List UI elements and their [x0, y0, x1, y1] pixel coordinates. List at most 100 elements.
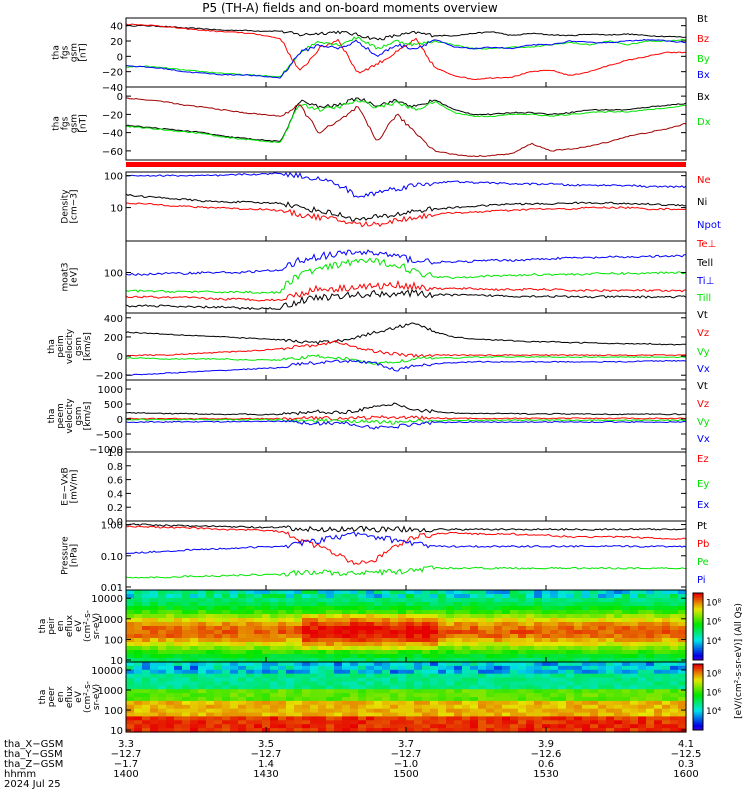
xaxis-row-1-value-1: −12.7: [251, 749, 282, 760]
xaxis-row-label-2: tha_Z−GSM: [4, 759, 63, 770]
ytick-label-peir-3: 10: [110, 656, 123, 667]
legend-peim-Vt: Vt: [697, 310, 708, 321]
panel-frame-fgs1: [125, 17, 687, 88]
colorbar-upper: [693, 593, 703, 661]
legend-efield-Ey: Ey: [697, 479, 709, 490]
legend-fgs1-Bz: Bz: [697, 34, 709, 45]
ytick-label-efield-0: 1.0: [107, 448, 123, 459]
panel-frame-temps: [125, 240, 687, 314]
ylabel-peir-4: eV: [74, 619, 84, 632]
ytick-label-efield-4: 0.2: [107, 503, 123, 514]
ytick-label-peir-0: 10000: [91, 594, 123, 605]
xaxis-row-1-value-4: −12.5: [671, 749, 702, 760]
page-title: P5 (TH-A) fields and on-board moments ov…: [202, 1, 498, 15]
ytick-label-efield-1: 0.8: [107, 462, 123, 473]
legend-fgs1-Bx: Bx: [697, 70, 710, 81]
ytick-label-efield-5: 0.0: [107, 517, 123, 528]
series-peem-Vz: [125, 415, 687, 421]
colorbar-lower-tick-0: 10⁸: [706, 669, 721, 679]
series-pressure-Pt: [125, 523, 687, 533]
ytick-label-density-1: 10: [110, 204, 123, 215]
legend-peim-Vx: Vx: [697, 364, 710, 375]
colorbar-label: [eV/(cm²-s-sr-eV)] (All Qs): [734, 603, 744, 719]
series-fgs1-Bx: [125, 38, 687, 79]
legend-peem-Vx: Vx: [697, 434, 710, 445]
ytick-label-fgs1-3: −20: [102, 68, 123, 79]
ylabel-peir-0: tha: [38, 619, 48, 634]
series-pressure-Pe: [125, 565, 687, 579]
ylabel-efield-1: [mV/m]: [70, 470, 80, 504]
ytick-label-peim-2: 0: [117, 352, 123, 363]
ylabel-pressure-0: Pressure: [61, 536, 71, 575]
legend-efield-Ez: Ez: [697, 454, 709, 465]
ylabel-peim-4: [km/s]: [83, 332, 93, 361]
series-fgs2-Bz: [125, 97, 687, 158]
legend-temps-Till: Till: [696, 293, 711, 304]
legend-efield-Ex: Ex: [697, 500, 709, 511]
series-temps-Tell: [125, 289, 687, 311]
legend-peim-Vz: Vz: [697, 328, 709, 339]
colorbar-lower-tick-1: 10⁶: [706, 688, 721, 698]
legend-peem-Vy: Vy: [697, 417, 710, 428]
spectrogram-peer: [126, 662, 687, 733]
ytick-label-fgs2-2: −40: [102, 129, 123, 140]
ylabel-peer-6: sr-eV): [92, 684, 102, 710]
series-peim-Vz: [125, 340, 687, 358]
ylabel-fgs1-0: tha: [52, 45, 62, 60]
ylabel-density-0: Density: [61, 189, 71, 224]
ylabel-peer-4: eV: [74, 690, 84, 703]
ytick-label-peer-1: 1000: [98, 686, 123, 697]
ytick-label-fgs2-1: −20: [102, 110, 123, 121]
series-peem-Vt: [126, 402, 686, 416]
ytick-label-fgs2-3: −60: [102, 147, 123, 158]
ylabel-peem-1: peem: [56, 403, 66, 429]
ylabel-temps-1: [eV]: [70, 268, 80, 287]
ytick-label-pressure-2: 0.01: [101, 583, 123, 594]
legend-density-Ne: Ne: [697, 175, 711, 186]
xaxis-row-1-value-3: −12.6: [531, 749, 562, 760]
ytick-label-peer-0: 10000: [91, 666, 123, 677]
legend-fgs2-Bz: Bz: [697, 0, 709, 3]
legend-pressure-Pt: Pt: [697, 521, 707, 532]
ylabel-peim-0: tha: [47, 339, 57, 354]
legend-temps-Tell: Tell: [696, 258, 713, 269]
legend-pressure-Pe: Pe: [697, 557, 709, 568]
xaxis-row-2-value-0: −1.7: [114, 759, 138, 770]
ylabel-efield-0: E=−VxB: [61, 467, 71, 505]
colorbar-upper-tick-2: 10⁴: [706, 637, 721, 647]
xaxis-row-0-value-3: 3.9: [538, 739, 554, 750]
xaxis-row-3-value-1: 1430: [253, 769, 278, 780]
xaxis-row-2-value-3: 0.6: [538, 759, 554, 770]
ylabel-temps-0: moat3: [61, 262, 71, 291]
ytick-label-peem-2: 0: [117, 415, 123, 426]
colorbar-lower: [693, 664, 703, 731]
legend-temps-Ti⊥: Ti⊥: [696, 276, 714, 287]
ylabel-peir-3: eflux: [65, 614, 75, 637]
ytick-label-efield-2: 0.6: [107, 476, 123, 487]
xaxis-row-2-value-1: 1.4: [258, 759, 274, 770]
ylabel-fgs2-1: fgs: [61, 116, 71, 130]
xaxis-row-0-value-4: 4.1: [678, 739, 694, 750]
ylabel-peem-2: velocity: [65, 398, 75, 434]
ytick-label-peer-3: 10: [110, 726, 123, 737]
xaxis-row-2-value-2: −1.0: [394, 759, 418, 770]
series-fgs1-Bt: [125, 24, 687, 41]
ytick-label-fgs1-2: 0: [117, 52, 123, 63]
xaxis-row-0-value-1: 3.5: [258, 739, 274, 750]
legend-pressure-Pb: Pb: [697, 539, 709, 550]
series-temps-Till: [125, 257, 687, 295]
xaxis-row-3-value-3: 1530: [533, 769, 558, 780]
legend-fgs2-Bx: Bx: [697, 92, 710, 103]
ylabel-pressure-1: [nPa]: [70, 544, 80, 567]
series-pressure-Pi: [125, 531, 687, 555]
panel-frame-efield: [125, 451, 687, 522]
legend-peem-Vz: Vz: [697, 399, 709, 410]
xaxis-row-2-value-4: 0.3: [678, 759, 694, 770]
ylabel-peem-0: tha: [47, 409, 57, 424]
series-temps-Te⊥: [125, 279, 687, 302]
series-fgs2-Dx: [125, 98, 687, 144]
ytick-label-fgs1-1: 20: [110, 37, 123, 48]
ytick-label-pressure-1: 0.10: [101, 552, 123, 563]
ylabel-density-1: [cm−3]: [70, 189, 80, 223]
colorbar-lower-tick-2: 10⁴: [706, 707, 721, 717]
